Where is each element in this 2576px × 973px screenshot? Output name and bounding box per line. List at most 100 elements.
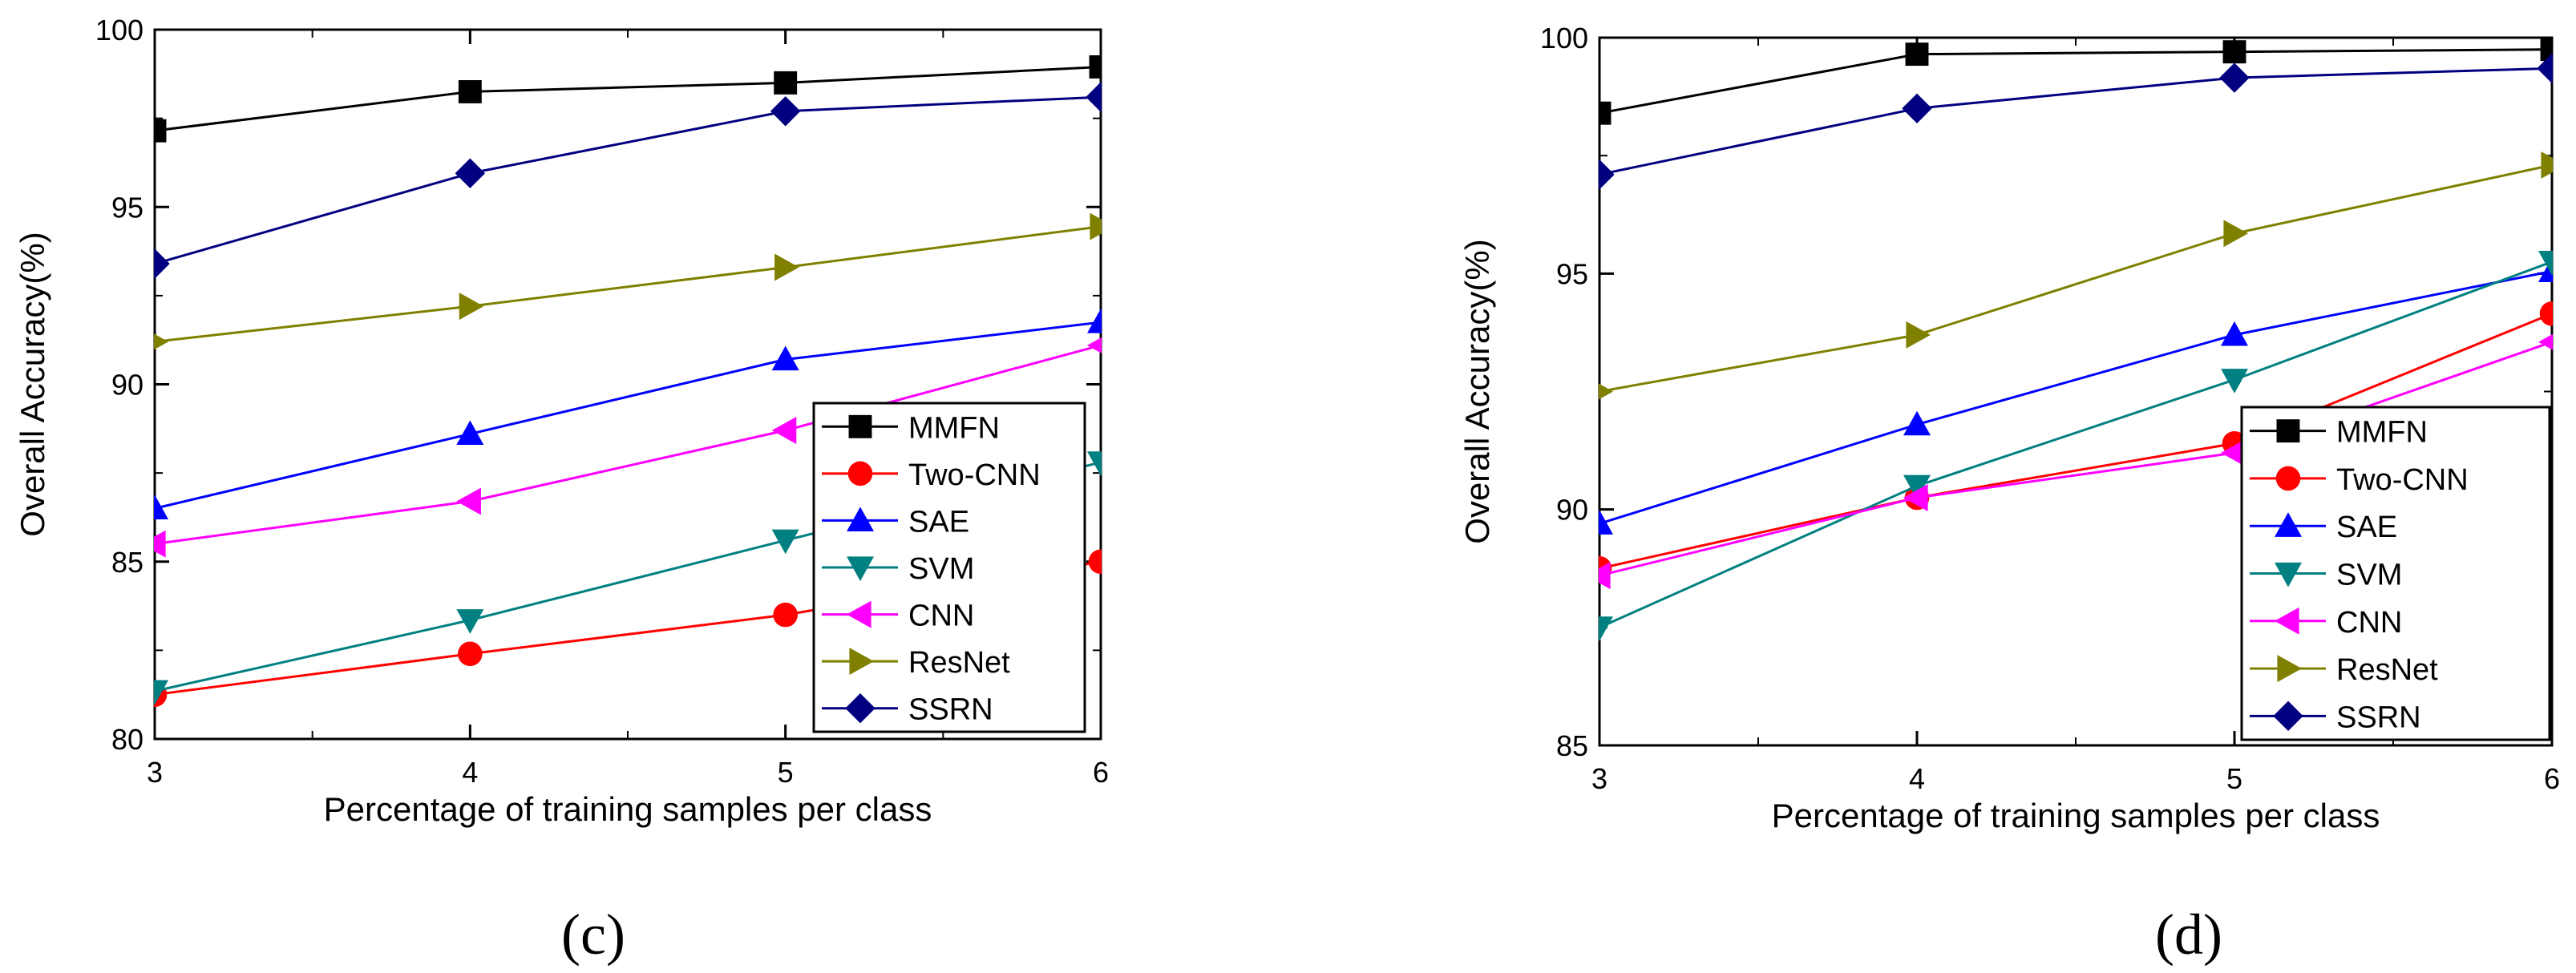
data-point-sae [456,420,484,446]
x-axis-title: Percentage of training samples per class [324,790,932,828]
series-line-two-cnn [1599,312,2553,570]
y-tick-label: 100 [95,14,144,46]
series-line-ssrn [1599,67,2553,176]
legend-label: SSRN [908,693,993,727]
data-point-resnet [774,253,799,281]
data-point-two-cnn [458,641,483,667]
data-point-resnet [2541,151,2553,179]
data-point-mmfn [774,71,798,95]
panel-caption: (d) [2155,902,2222,967]
legend-label: Two-CNN [908,458,1041,492]
data-point-ssrn [2537,53,2553,83]
legend-marker [847,461,873,486]
data-point-mmfn [2540,38,2553,62]
y-tick-label: 95 [1556,257,1588,290]
legend-marker [2275,607,2299,635]
legend-label: SSRN [2336,700,2421,734]
x-tick-label: 5 [778,756,794,789]
x-axis-title: Percentage of training samples per class [1772,797,2380,834]
legend: MMFN Two-CNN SAE SVM CNN ResNet SSRN [2240,406,2551,741]
legend-label: SAE [908,505,969,539]
data-point-ssrn [2219,63,2250,93]
data-point-svm [456,609,484,634]
x-tick-label: 4 [1909,762,1925,795]
legend-label: SAE [2336,511,2397,544]
data-point-resnet [154,333,168,350]
data-point-cnn [154,530,166,558]
legend: MMFN Two-CNN SAE SVM CNN ResNet SSRN [812,402,1086,733]
legend-label: MMFN [2336,416,2428,450]
data-point-svm [2221,369,2248,394]
data-point-ssrn [1599,159,1615,190]
data-point-sae [1087,309,1102,333]
legend-marker [849,648,874,676]
series-line-sae [1599,269,2553,525]
data-point-ssrn [154,248,170,279]
data-point-ssrn [455,158,486,188]
data-point-sae [2221,321,2248,346]
y-axis-title: Overall Accuracy(%) [1458,239,1496,543]
series-layer [154,55,1102,707]
data-point-mmfn [154,119,167,143]
data-point-cnn [2221,439,2246,467]
data-point-resnet [2223,220,2248,248]
x-tick-label: 6 [2544,762,2560,795]
y-tick-label: 90 [1556,494,1588,527]
series-line-sae [154,321,1102,510]
series-line-mmfn [154,65,1102,132]
series-line-mmfn [1599,48,2553,115]
data-point-ssrn [1902,93,1932,123]
data-point-mmfn [2222,40,2246,64]
data-point-resnet [1599,383,1613,400]
y-tick-label: 95 [111,191,144,224]
data-point-svm [154,680,168,705]
x-tick-label: 3 [147,756,163,789]
legend-marker [2277,655,2302,683]
series-line-resnet [154,225,1102,343]
legend-marker [2276,419,2300,443]
data-point-mmfn [1599,101,1612,125]
data-point-two-cnn [2539,301,2553,326]
chart-panel-d: 3 4 5 6 85 90 95 100 Percentage of training samp… [1458,22,2560,967]
data-point-two-cnn [1088,549,1102,575]
data-point-sae [771,345,799,371]
data-point-svm [2538,251,2553,276]
data-point-sae [1903,410,1931,436]
data-point-mmfn [1905,42,1929,67]
legend-label: CNN [908,600,974,633]
legend-label: ResNet [2336,653,2438,687]
legend-marker [847,556,874,581]
data-point-two-cnn [773,602,798,628]
y-tick-label: 85 [1556,729,1588,762]
y-tick-label: 85 [111,546,144,579]
y-axis-title: Overall Accuracy(%) [14,232,51,536]
data-point-cnn [1903,483,1928,511]
x-tick-label: 4 [462,756,478,789]
legend-label: Two-CNN [2336,463,2469,497]
legend-marker [848,414,872,438]
legend-label: SVM [2336,559,2402,592]
legend-marker [2275,512,2302,537]
chart-panel-c: 3 4 5 6 80 85 90 95 100 Percentage of training sa… [14,14,1109,967]
legend-marker [847,600,871,628]
data-point-cnn [771,417,797,445]
data-point-ssrn [770,96,801,127]
data-point-sae [1599,510,1613,535]
y-tick-label: 100 [1540,22,1588,55]
data-point-mmfn [1089,55,1102,79]
data-point-sae [154,495,168,519]
y-tick-label: 90 [111,369,144,402]
legend-marker [2273,700,2303,732]
legend-label: ResNet [908,646,1010,680]
x-tick-label: 6 [1093,756,1109,789]
data-point-mmfn [458,79,482,103]
data-point-cnn [1599,562,1611,590]
panel-caption: (c) [561,902,625,967]
legend-marker [845,693,876,724]
data-point-cnn [456,487,481,515]
data-point-svm [771,529,799,555]
legend-label: CNN [2336,606,2402,640]
data-point-svm [1903,474,1931,500]
x-tick-label: 5 [2226,762,2242,795]
